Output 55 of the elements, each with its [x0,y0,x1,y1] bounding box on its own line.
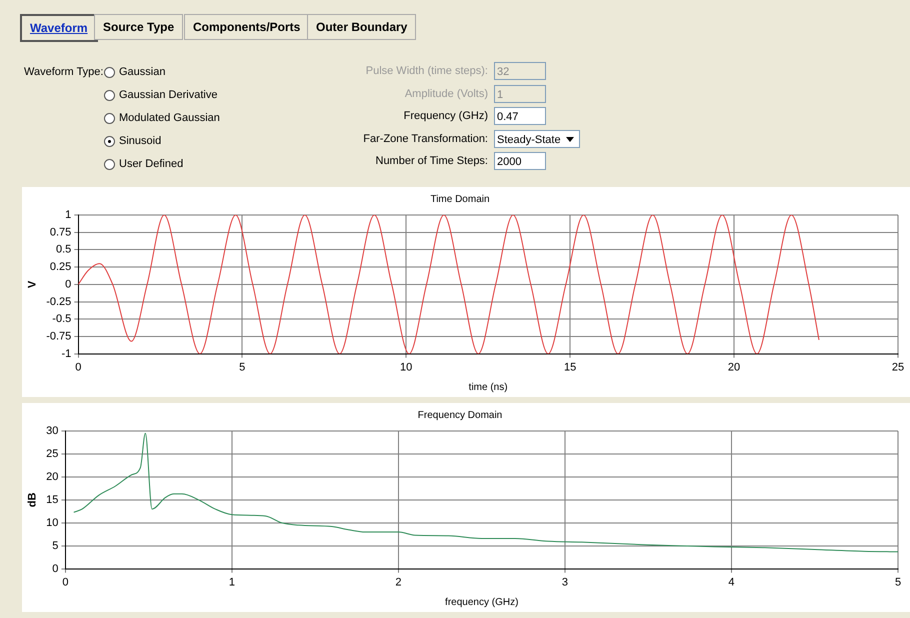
y-tick-label: 1 [65,209,72,222]
x-tick-label: 1 [228,576,236,588]
y-tick-label: -0.75 [46,330,72,342]
text: Components/Ports [184,14,310,40]
text: Far-Zone Transformation: [363,132,488,144]
chart-title: Frequency Domain [418,410,502,421]
y-axis-title: V [26,280,39,288]
line-series [73,432,898,552]
x-tick-label: 25 [892,361,904,374]
y-axis-title: dB [26,492,39,508]
x-axis-title: time (ns) [468,382,508,393]
text: Amplitude (Volts) [404,88,488,100]
y-tick-label: 5 [52,540,58,552]
y-tick-label: -0.25 [46,296,72,308]
text: 0.47 [494,107,546,125]
source-note: Source Type [94,14,184,40]
text: 2000 [494,152,546,170]
y-tick-label: 0.75 [50,226,72,238]
text: User Defined [119,158,184,170]
text: 1 [494,84,546,102]
x-tick-label: 2 [395,576,402,588]
y-tick-label: -0.5 [52,313,72,326]
y-tick-label: 15 [46,494,58,506]
y-tick-label: 25 [46,448,58,460]
x-tick-label: 10 [400,361,412,374]
text: Modulated Gaussian [119,112,220,124]
y-tick-label: 20 [46,470,58,483]
x-tick-label: 20 [728,361,740,374]
x-axis-title: frequency (GHz) [445,596,518,608]
text: Outer Boundary [307,14,416,40]
y-tick-label: 30 [46,425,58,438]
x-tick-label: 4 [728,576,735,588]
text: 32 [494,62,546,80]
x-tick-label: 0 [75,361,82,374]
x-tick-label: 15 [564,361,576,374]
text: Pulse Width (time steps): [366,65,488,77]
text: Gaussian Derivative [119,89,218,101]
y-tick-label: 0.5 [56,244,72,256]
x-tick-label: 5 [239,361,246,374]
y-tick-label: 0.25 [50,261,72,274]
x-tick-label: 5 [894,576,902,588]
text: Sinusoid [119,135,162,147]
x-tick-label: 3 [562,576,568,588]
text: Steady-State [494,130,580,148]
chart-title: Time Domain [430,194,490,205]
y-tick-label: 0 [52,562,58,575]
y-tick-label: 0 [65,278,72,290]
text: Frequency (GHz) [404,110,488,122]
y-tick-label: -1 [61,348,72,360]
line-series [78,215,820,354]
text: Waveform Type: [24,66,104,78]
y-tick-label: 10 [46,516,58,529]
text: Gaussian [119,66,166,78]
text: Waveform [20,14,98,42]
text: Number of Time Steps: [376,155,488,167]
